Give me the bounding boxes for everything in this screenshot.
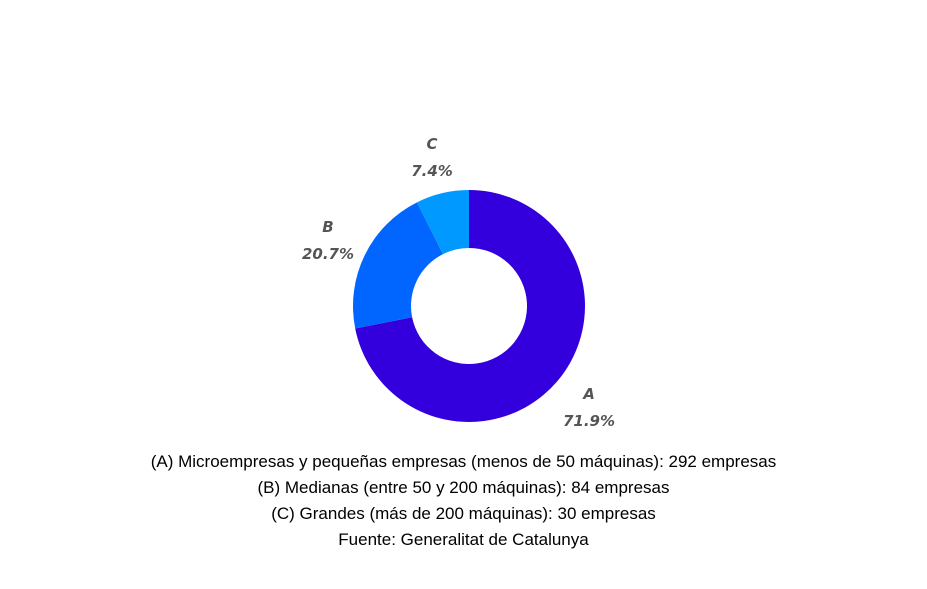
caption-line-c: (C) Grandes (más de 200 máquinas): 30 em… <box>271 504 656 523</box>
slice-a-letter: A <box>582 385 595 403</box>
chart-caption: (A) Microempresas y pequeñas empresas (m… <box>0 449 927 553</box>
slice-a <box>355 190 585 422</box>
slice-b-letter: B <box>322 218 333 236</box>
slice-c-percent: 7.4% <box>411 162 453 180</box>
caption-line-b: (B) Medianas (entre 50 y 200 máquinas): … <box>257 478 670 497</box>
slice-a-percent: 71.9% <box>563 412 615 430</box>
caption-line-a: (A) Microempresas y pequeñas empresas (m… <box>150 452 777 471</box>
slice-b <box>353 202 443 329</box>
slice-c <box>416 190 469 255</box>
slice-b-percent: 20.7% <box>302 245 354 263</box>
slice-c-letter: C <box>426 135 437 153</box>
donut-slices <box>353 190 585 422</box>
caption-source: Fuente: Generalitat de Catalunya <box>338 530 589 549</box>
